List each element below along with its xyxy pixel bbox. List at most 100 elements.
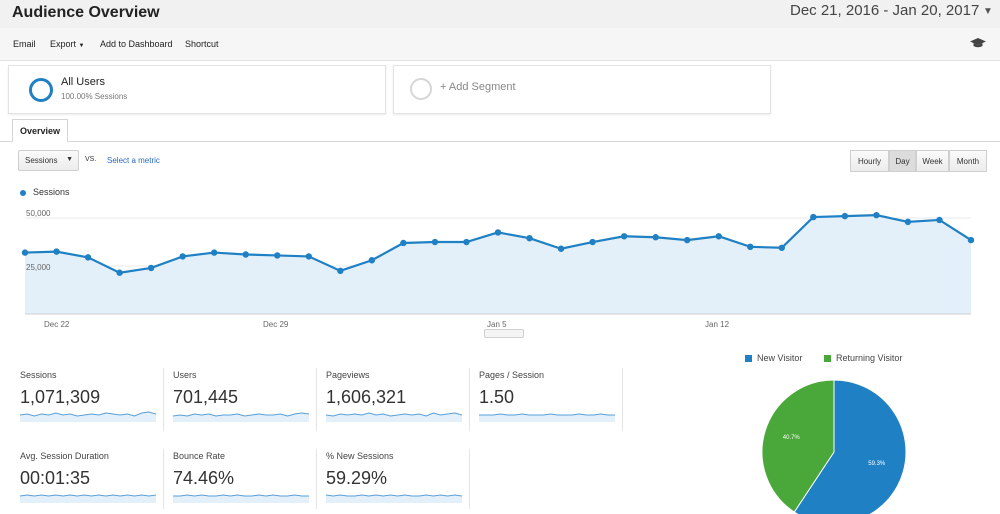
- sessions-data-point[interactable]: [368, 257, 376, 264]
- sessions-line-chart: [21, 211, 975, 315]
- graduation-cap-icon[interactable]: [970, 36, 986, 54]
- divider: [469, 449, 470, 509]
- x-tick-dec22: Dec 22: [44, 320, 70, 329]
- sessions-data-point[interactable]: [620, 233, 628, 240]
- x-tick-dec29: Dec 29: [263, 320, 289, 329]
- returning-visitor-legend-swatch: [824, 355, 831, 362]
- scorecard-value: 1.50: [479, 387, 515, 407]
- sessions-data-point[interactable]: [84, 254, 92, 261]
- scorecard-label: Bounce Rate: [173, 451, 226, 461]
- scorecard-new-sessions[interactable]: % New Sessions 59.29%: [320, 447, 466, 507]
- returning-visitor-legend-label: Returning Visitor: [836, 353, 903, 363]
- sessions-data-point[interactable]: [494, 229, 502, 236]
- sessions-data-point[interactable]: [463, 238, 470, 246]
- scorecard-value: 701,445: [173, 387, 239, 407]
- scorecard-value: 00:01:35: [20, 468, 91, 488]
- sessions-data-point[interactable]: [242, 251, 249, 258]
- divider: [163, 368, 164, 431]
- sessions-data-point[interactable]: [274, 252, 281, 259]
- scorecard-avg-session-duration[interactable]: Avg. Session Duration 00:01:35: [14, 447, 160, 507]
- sessions-data-point[interactable]: [179, 253, 186, 260]
- chevron-down-icon: ▼: [66, 156, 73, 163]
- sessions-data-point[interactable]: [526, 234, 533, 242]
- shortcut-button[interactable]: Shortcut: [185, 39, 219, 49]
- metric-select-value: Sessions: [25, 156, 58, 165]
- divider: [316, 368, 317, 431]
- sessions-data-point[interactable]: [431, 238, 439, 246]
- y-tick-25000: 25,000: [26, 263, 51, 272]
- sessions-data-point[interactable]: [147, 264, 155, 272]
- scorecard-value: 1,606,321: [326, 387, 407, 407]
- sessions-data-point[interactable]: [684, 236, 691, 244]
- sessions-data-point[interactable]: [337, 267, 344, 275]
- vs-label: VS.: [85, 156, 97, 163]
- pie-slice-returning-visitor[interactable]: [761, 379, 835, 513]
- segment-all-users[interactable]: All Users 100.00% Sessions: [8, 65, 386, 114]
- sparkline-line: [326, 412, 462, 417]
- chevron-down-icon[interactable]: ▼: [983, 6, 993, 17]
- scorecard-label: Pages / Session: [479, 370, 545, 380]
- sparkline-area: [20, 412, 156, 422]
- sessions-data-point[interactable]: [305, 253, 312, 260]
- divider: [469, 368, 470, 431]
- sparkline-line: [326, 494, 462, 497]
- new-visitor-legend-swatch: [745, 355, 752, 362]
- scorecard-label: Users: [173, 370, 197, 380]
- sessions-data-point[interactable]: [810, 213, 817, 221]
- sessions-data-point[interactable]: [936, 216, 943, 224]
- scorecard-label: % New Sessions: [326, 451, 394, 461]
- y-tick-50000: 50,000: [26, 209, 51, 218]
- metric-select[interactable]: Sessions ▼: [18, 150, 79, 171]
- sessions-data-point[interactable]: [116, 269, 123, 276]
- month-button[interactable]: Month: [949, 150, 987, 172]
- sparkline: [173, 494, 309, 503]
- sessions-data-point[interactable]: [21, 249, 29, 256]
- sessions-data-point[interactable]: [747, 243, 754, 251]
- day-button[interactable]: Day: [889, 150, 916, 172]
- sessions-data-point[interactable]: [211, 249, 218, 256]
- sessions-data-point[interactable]: [873, 211, 880, 219]
- sessions-data-point[interactable]: [904, 218, 912, 226]
- chevron-down-icon: ▼: [78, 43, 85, 49]
- divider: [622, 368, 623, 431]
- scorecard-pages-per-session[interactable]: Pages / Session 1.50: [473, 366, 619, 426]
- export-button[interactable]: Export ▼: [50, 39, 84, 49]
- sessions-data-point[interactable]: [841, 212, 849, 220]
- scorecard-label: Sessions: [20, 370, 57, 380]
- sessions-data-point[interactable]: [589, 238, 596, 246]
- sessions-data-point[interactable]: [53, 248, 60, 255]
- scorecard-pageviews[interactable]: Pageviews 1,606,321: [320, 366, 466, 426]
- sessions-data-point[interactable]: [557, 245, 565, 252]
- scorecard-bounce-rate[interactable]: Bounce Rate 74.46%: [167, 447, 313, 507]
- sessions-data-point[interactable]: [652, 234, 659, 241]
- divider: [163, 449, 164, 509]
- visitor-pie-chart: 59.3% 40.7%: [761, 379, 907, 514]
- pie-slice-new-visitor[interactable]: [793, 379, 907, 514]
- add-to-dashboard-button[interactable]: Add to Dashboard: [100, 39, 173, 49]
- sessions-data-point[interactable]: [967, 236, 975, 244]
- sparkline: [326, 494, 462, 503]
- sparkline-line: [20, 411, 156, 417]
- sessions-legend-label: Sessions: [33, 187, 70, 197]
- add-segment-button[interactable]: + Add Segment: [393, 65, 771, 114]
- sparkline-line: [173, 412, 309, 417]
- scorecard-users[interactable]: Users 701,445: [167, 366, 313, 426]
- sessions-legend-dot: [20, 190, 26, 196]
- select-metric-link[interactable]: Select a metric: [107, 156, 160, 165]
- chart-resize-handle[interactable]: [484, 329, 524, 338]
- email-button[interactable]: Email: [13, 39, 36, 49]
- tab-overview[interactable]: Overview: [12, 119, 68, 142]
- sessions-data-point[interactable]: [715, 233, 722, 240]
- week-button[interactable]: Week: [916, 150, 949, 172]
- sparkline-area: [479, 414, 615, 422]
- sessions-data-point[interactable]: [400, 239, 407, 247]
- sessions-data-point[interactable]: [778, 244, 785, 251]
- scorecard-sessions[interactable]: Sessions 1,071,309: [14, 366, 160, 426]
- sparkline-line: [479, 413, 615, 416]
- date-range-picker[interactable]: Dec 21, 2016 - Jan 20, 2017: [790, 2, 980, 19]
- hourly-button[interactable]: Hourly: [850, 150, 889, 172]
- scorecard-label: Avg. Session Duration: [20, 451, 109, 461]
- x-tick-jan5: Jan 5: [487, 320, 507, 329]
- scorecard-value: 1,071,309: [20, 387, 101, 407]
- sparkline-line: [173, 494, 309, 497]
